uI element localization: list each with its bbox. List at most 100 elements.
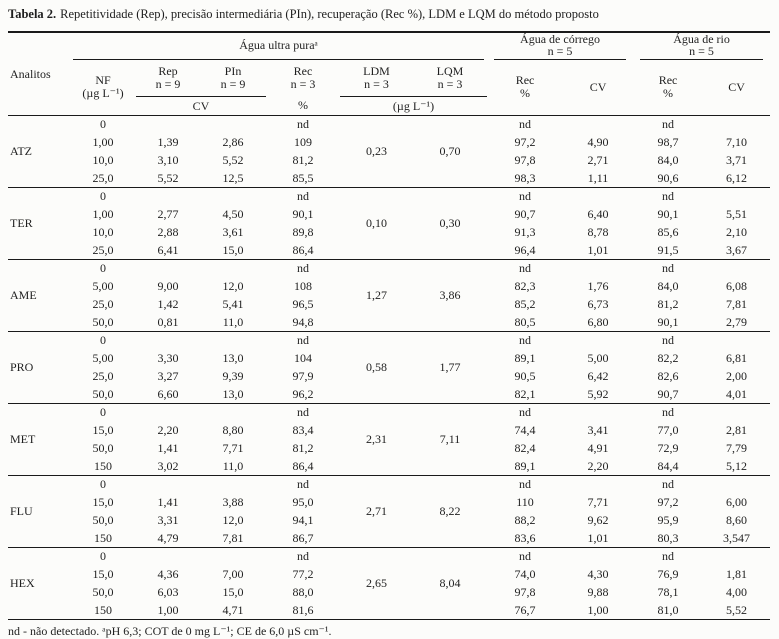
table-row: 50,0 6,60 13,0 96,2 82,1 5,92 90,7 4,01 <box>8 385 771 404</box>
table-row: 15,0 1,41 3,88 95,0 110 7,71 97,2 6,00 <box>8 493 770 511</box>
group-header-ultra-pura: Água ultra puraᵃ <box>70 32 487 60</box>
cell-pin: 15,0 <box>200 241 266 260</box>
cell-rep: 0,81 <box>136 313 200 332</box>
group-corrego-n: n = 5 <box>547 44 573 58</box>
cell-rec-corrego: 98,3 <box>487 169 564 188</box>
cell-cv-rio: 2,10 <box>726 225 748 239</box>
cell-nf: 0 <box>100 477 106 492</box>
cell-rec: nd <box>297 405 309 420</box>
cell-rec-rio: 84,0 <box>657 279 679 293</box>
cell-nf: 50,0 <box>92 441 114 455</box>
cell-cv-corrego: 3,41 <box>587 423 609 437</box>
cell-nf: 0 <box>100 261 106 276</box>
col-header-cv-rio: CV <box>703 60 771 116</box>
cell-pin <box>200 187 266 205</box>
cell-rec-corrego: 91,3 <box>514 225 536 239</box>
cell-rec: 81,2 <box>292 153 314 167</box>
group-corrego-label: Água de córrego <box>520 32 601 46</box>
cell-nf: 150 <box>70 601 136 620</box>
cell-rec-corrego: 88,2 <box>514 513 536 527</box>
cell-nf: 25,0 <box>92 297 114 311</box>
cell-cv-corrego <box>563 187 633 205</box>
cell-rep: 1,42 <box>157 297 179 311</box>
cell-pin: 3,61 <box>222 225 244 239</box>
cell-rec: 86,7 <box>266 529 340 548</box>
cell-cv-rio: 5,12 <box>703 457 771 476</box>
cell-rec-corrego: 97,8 <box>514 153 536 167</box>
table-caption: Tabela 2. Repetitividade (Rep), precisão … <box>8 7 771 22</box>
cell-pin <box>200 331 266 349</box>
cell-rec: 77,2 <box>292 567 314 581</box>
cell-rep <box>136 259 200 277</box>
cell-rec: 94,1 <box>292 513 314 527</box>
cell-cv-rio: 3,71 <box>726 153 748 167</box>
cell-rec-corrego: 97,2 <box>514 135 536 149</box>
col-header-rec-rio: Rec % <box>633 60 704 116</box>
cell-nf: 5,00 <box>92 351 114 365</box>
cell-rec-rio: 90,1 <box>657 207 679 221</box>
cell-rec-rio: 95,9 <box>657 513 679 527</box>
cell-lqm: 1,77 <box>413 331 488 404</box>
cell-rep: 3,02 <box>136 457 200 476</box>
table-row: TER 0 nd 0,10 0,30 nd nd <box>8 187 770 260</box>
col-header-rec: Rec n = 3 <box>290 64 316 91</box>
col-header-cv-corrego: CV <box>563 60 634 116</box>
cell-lqm: 8,04 <box>413 547 488 620</box>
cell-rep: 1,41 <box>157 441 179 455</box>
cell-nf: 10,0 <box>92 225 114 239</box>
cell-nf: 25,0 <box>92 369 114 383</box>
cell-rep: 6,60 <box>136 385 200 404</box>
cell-rep: 9,00 <box>157 279 179 293</box>
cell-rec-corrego: 83,6 <box>487 529 564 548</box>
analyte-label: ATZ <box>8 115 70 188</box>
cell-cv-corrego: 4,30 <box>587 567 609 581</box>
cell-rec: 81,2 <box>292 441 314 455</box>
cell-rep: 4,36 <box>157 567 179 581</box>
cell-rec: 104 <box>294 351 312 365</box>
cell-lqm: 8,22 <box>413 475 488 548</box>
cell-rep <box>136 403 200 421</box>
cell-ldm: 0,58 <box>340 331 413 404</box>
cell-pin: 12,0 <box>222 513 244 527</box>
cell-rec: nd <box>297 333 309 348</box>
cell-cv-rio: 7,81 <box>726 297 748 311</box>
cell-nf: 0 <box>100 405 106 420</box>
cell-rep <box>136 115 200 133</box>
table-row: 150 3,02 11,0 86,4 89,1 2,20 84,4 5,12 <box>8 457 771 476</box>
group-header-rio: Água de rio n = 5 <box>633 32 770 60</box>
cell-cv-corrego: 5,00 <box>587 351 609 365</box>
cell-rec-rio: nd <box>662 117 675 132</box>
cell-nf: 10,0 <box>92 153 114 167</box>
cell-pin: 7,71 <box>222 441 244 455</box>
cell-rec: 109 <box>294 135 312 149</box>
cell-cv-rio: 5,51 <box>726 207 748 221</box>
table-row: 50,0 6,03 15,0 88,0 97,8 9,88 78,1 4,00 <box>8 583 770 601</box>
cell-rep: 2,77 <box>157 207 179 221</box>
cell-rec-rio: nd <box>662 549 675 564</box>
cell-cv-corrego: 6,42 <box>587 369 609 383</box>
cell-cv-rio <box>703 475 770 493</box>
cell-pin <box>200 403 266 421</box>
sub-header-pct: % <box>266 96 340 116</box>
cell-rec: nd <box>297 477 309 492</box>
cell-rec-rio: 97,2 <box>657 495 679 509</box>
table-row: 50,0 3,31 12,0 94,1 88,2 9,62 95,9 8,60 <box>8 511 770 529</box>
cell-cv-rio: 8,60 <box>726 513 748 527</box>
cell-rep <box>136 331 200 349</box>
cell-nf: 50,0 <box>70 385 136 404</box>
cell-cv-corrego: 9,62 <box>587 513 609 527</box>
cell-cv-rio: 2,00 <box>726 369 748 383</box>
table-row: ATZ 0 nd 0,23 0,70 nd nd <box>8 115 770 188</box>
cell-rec: 90,1 <box>292 207 314 221</box>
cell-nf: 25,0 <box>70 241 136 260</box>
cell-rec-corrego: 89,1 <box>487 457 564 476</box>
cell-cv-corrego: 2,71 <box>587 153 609 167</box>
cell-nf: 15,0 <box>92 567 114 581</box>
cell-pin: 11,0 <box>200 313 266 332</box>
cell-cv-rio: 6,12 <box>703 169 771 188</box>
table-row: 10,0 3,10 5,52 81,2 97,8 2,71 84,0 3,71 <box>8 151 770 169</box>
col-header-lqm: LQM n = 3 <box>413 60 488 97</box>
cell-cv-corrego: 9,88 <box>587 585 609 599</box>
cell-pin: 15,0 <box>222 585 244 599</box>
group-rio-label: Água de rio <box>673 32 730 46</box>
